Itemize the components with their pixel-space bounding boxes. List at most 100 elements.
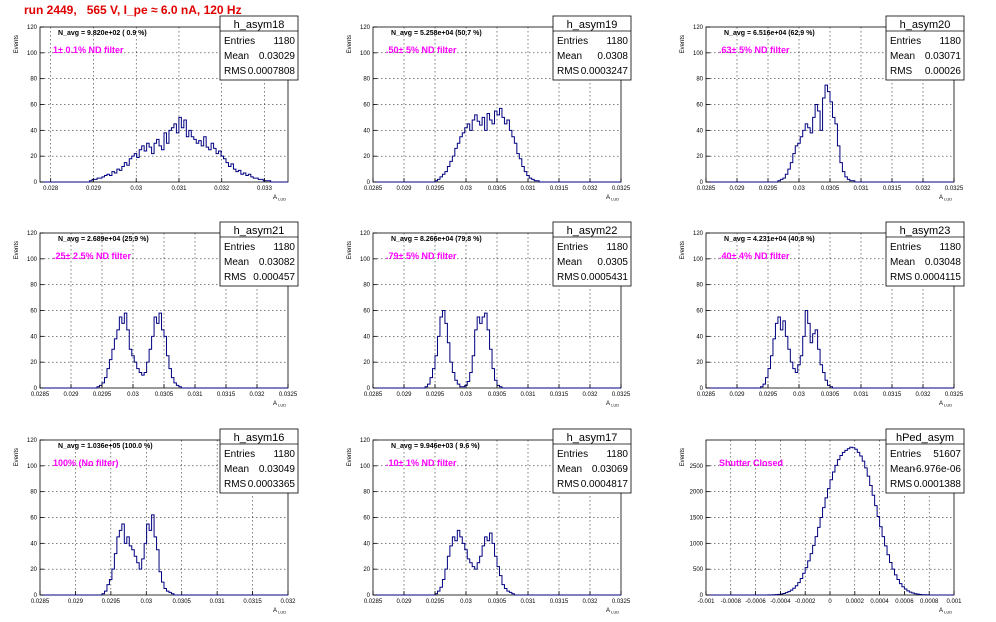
histogram-panel-h_asym21: 0.0285 0.029 0.0295 0.03 0.0305 0.031 0.0315 0.…	[14, 221, 299, 408]
x-tick-label: 0.0295	[426, 599, 445, 605]
y-tick-label: 0	[700, 386, 704, 392]
y-tick-label: 60	[363, 516, 370, 522]
x-tick-label: 0.029	[729, 186, 745, 192]
stats-row-value: 0.03082	[259, 257, 296, 268]
y-tick-label: 120	[693, 25, 704, 31]
x-tick-label: 0.029	[729, 392, 745, 398]
x-tick-label: 0.0295	[93, 392, 112, 398]
filter-label: .50± 5% ND filter	[386, 45, 457, 55]
x-tick-label: 0.0325	[279, 392, 298, 398]
x-tick-label: 0.0315	[883, 392, 902, 398]
x-tick-label: 0.0295	[426, 186, 445, 192]
stats-row-value: 1180	[606, 242, 628, 253]
x-tick-label: 0.0004	[870, 599, 889, 605]
x-tick-label: 0.031	[520, 392, 536, 398]
stats-row-label: Mean	[224, 257, 249, 268]
histogram-series-line	[373, 529, 621, 596]
y-tick-label: 60	[30, 516, 37, 522]
stats-row-label: Mean	[224, 464, 249, 475]
y-tick-label: 80	[30, 490, 37, 496]
stats-box	[219, 428, 299, 494]
navg-label: N_avg = 4.231e+04 (40.8 %)	[724, 236, 815, 243]
x-tick-label: 0.03	[460, 186, 472, 192]
x-tick-label: 0.0285	[31, 599, 50, 605]
x-tick-label: 0.032	[915, 186, 931, 192]
stats-row-value: 0.03048	[925, 257, 962, 268]
x-tick-label: 0.0285	[364, 599, 383, 605]
x-axis-label-subscript: LUD	[943, 197, 952, 202]
y-tick-label: 20	[696, 154, 703, 160]
y-tick-label: 80	[30, 77, 37, 83]
y-tick-label: 20	[696, 360, 703, 366]
x-axis-label-subscript: LUD	[610, 403, 619, 408]
y-tick-label: 100	[360, 51, 371, 57]
stats-row-label: Mean	[557, 464, 582, 475]
stats-row-label: Entries	[224, 449, 255, 460]
y-tick-label: 40	[696, 128, 703, 134]
y-tick-label: 80	[30, 283, 37, 289]
y-tick-label: 40	[363, 334, 370, 340]
navg-label: N_avg = 2.689e+04 (25.9 %)	[58, 236, 149, 243]
histogram-series-line	[373, 310, 621, 389]
y-tick-label: 100	[27, 257, 38, 263]
x-tick-label: -0.0006	[745, 599, 766, 605]
y-tick-label: 60	[30, 309, 37, 315]
x-tick-label: 0.0325	[945, 186, 964, 192]
stats-box-title: h_asym17	[567, 432, 618, 444]
stats-row-value: 0.0308	[597, 51, 628, 62]
x-tick-label: 0.0305	[488, 186, 507, 192]
histogram-panel-h_asym23: 0.0285 0.029 0.0295 0.03 0.0305 0.031 0.0315 0.…	[680, 221, 965, 408]
stats-row-label: RMS	[557, 66, 580, 77]
y-axis-label: Events	[680, 448, 686, 466]
y-tick-label: 20	[30, 360, 37, 366]
x-tick-label: 0.032	[582, 599, 598, 605]
stats-box-title: h_asym16	[234, 432, 285, 444]
x-tick-label: 0.028	[43, 186, 59, 192]
stats-row-label: Entries	[557, 449, 588, 460]
x-tick-label: 0.0305	[821, 392, 840, 398]
y-tick-label: 80	[696, 283, 703, 289]
stats-row-label: Mean	[890, 464, 915, 475]
y-tick-label: 0	[367, 593, 371, 599]
stats-row-label: Entries	[224, 242, 255, 253]
navg-label: N_avg = 1.036e+05 (100.0 %)	[58, 443, 153, 450]
y-axis-label: Events	[680, 35, 686, 53]
stats-row-value: 0.0001388	[914, 479, 962, 490]
y-tick-label: 0	[700, 180, 704, 186]
x-tick-label: 0.0285	[364, 392, 383, 398]
y-tick-label: 60	[30, 103, 37, 109]
navg-label: N_avg = 9.946e+03 ( 9.6 %)	[391, 443, 480, 450]
histogram-series-line	[706, 310, 954, 389]
x-tick-label: 0.032	[582, 186, 598, 192]
x-axis-label: A LUD	[606, 608, 619, 615]
y-tick-label: 40	[696, 334, 703, 340]
histogram-series-line	[40, 116, 288, 183]
x-tick-label: 0.0305	[488, 599, 507, 605]
y-tick-label: 20	[30, 154, 37, 160]
x-tick-label: 0.0305	[821, 186, 840, 192]
stats-row-value: 1180	[939, 36, 961, 47]
filter-label: .10± 1% ND filter	[386, 458, 457, 468]
stats-row-value: 0.0005431	[581, 272, 629, 283]
y-tick-label: 40	[30, 334, 37, 340]
navg-label: N_avg = 8.266e+04 (79.8 %)	[391, 236, 482, 243]
y-tick-label: 60	[696, 103, 703, 109]
x-tick-label: 0.001	[946, 599, 962, 605]
y-tick-label: 100	[360, 464, 371, 470]
x-tick-label: -0.0008	[721, 599, 742, 605]
x-axis-label: A LUD	[939, 195, 952, 202]
y-tick-label: 2000	[690, 490, 704, 496]
stats-box	[219, 15, 299, 81]
y-tick-label: 100	[27, 464, 38, 470]
x-tick-label: 0.0305	[173, 599, 192, 605]
y-tick-label: 100	[693, 257, 704, 263]
y-tick-label: 40	[363, 541, 370, 547]
x-tick-label: 0.032	[214, 186, 230, 192]
y-tick-label: 120	[693, 231, 704, 237]
stats-row-value: 1180	[273, 449, 295, 460]
x-tick-label: 0.0325	[612, 599, 631, 605]
filter-label: 1± 0.1% ND filter	[53, 45, 124, 55]
stats-row-label: Entries	[890, 449, 921, 460]
stats-row-label: Entries	[557, 36, 588, 47]
